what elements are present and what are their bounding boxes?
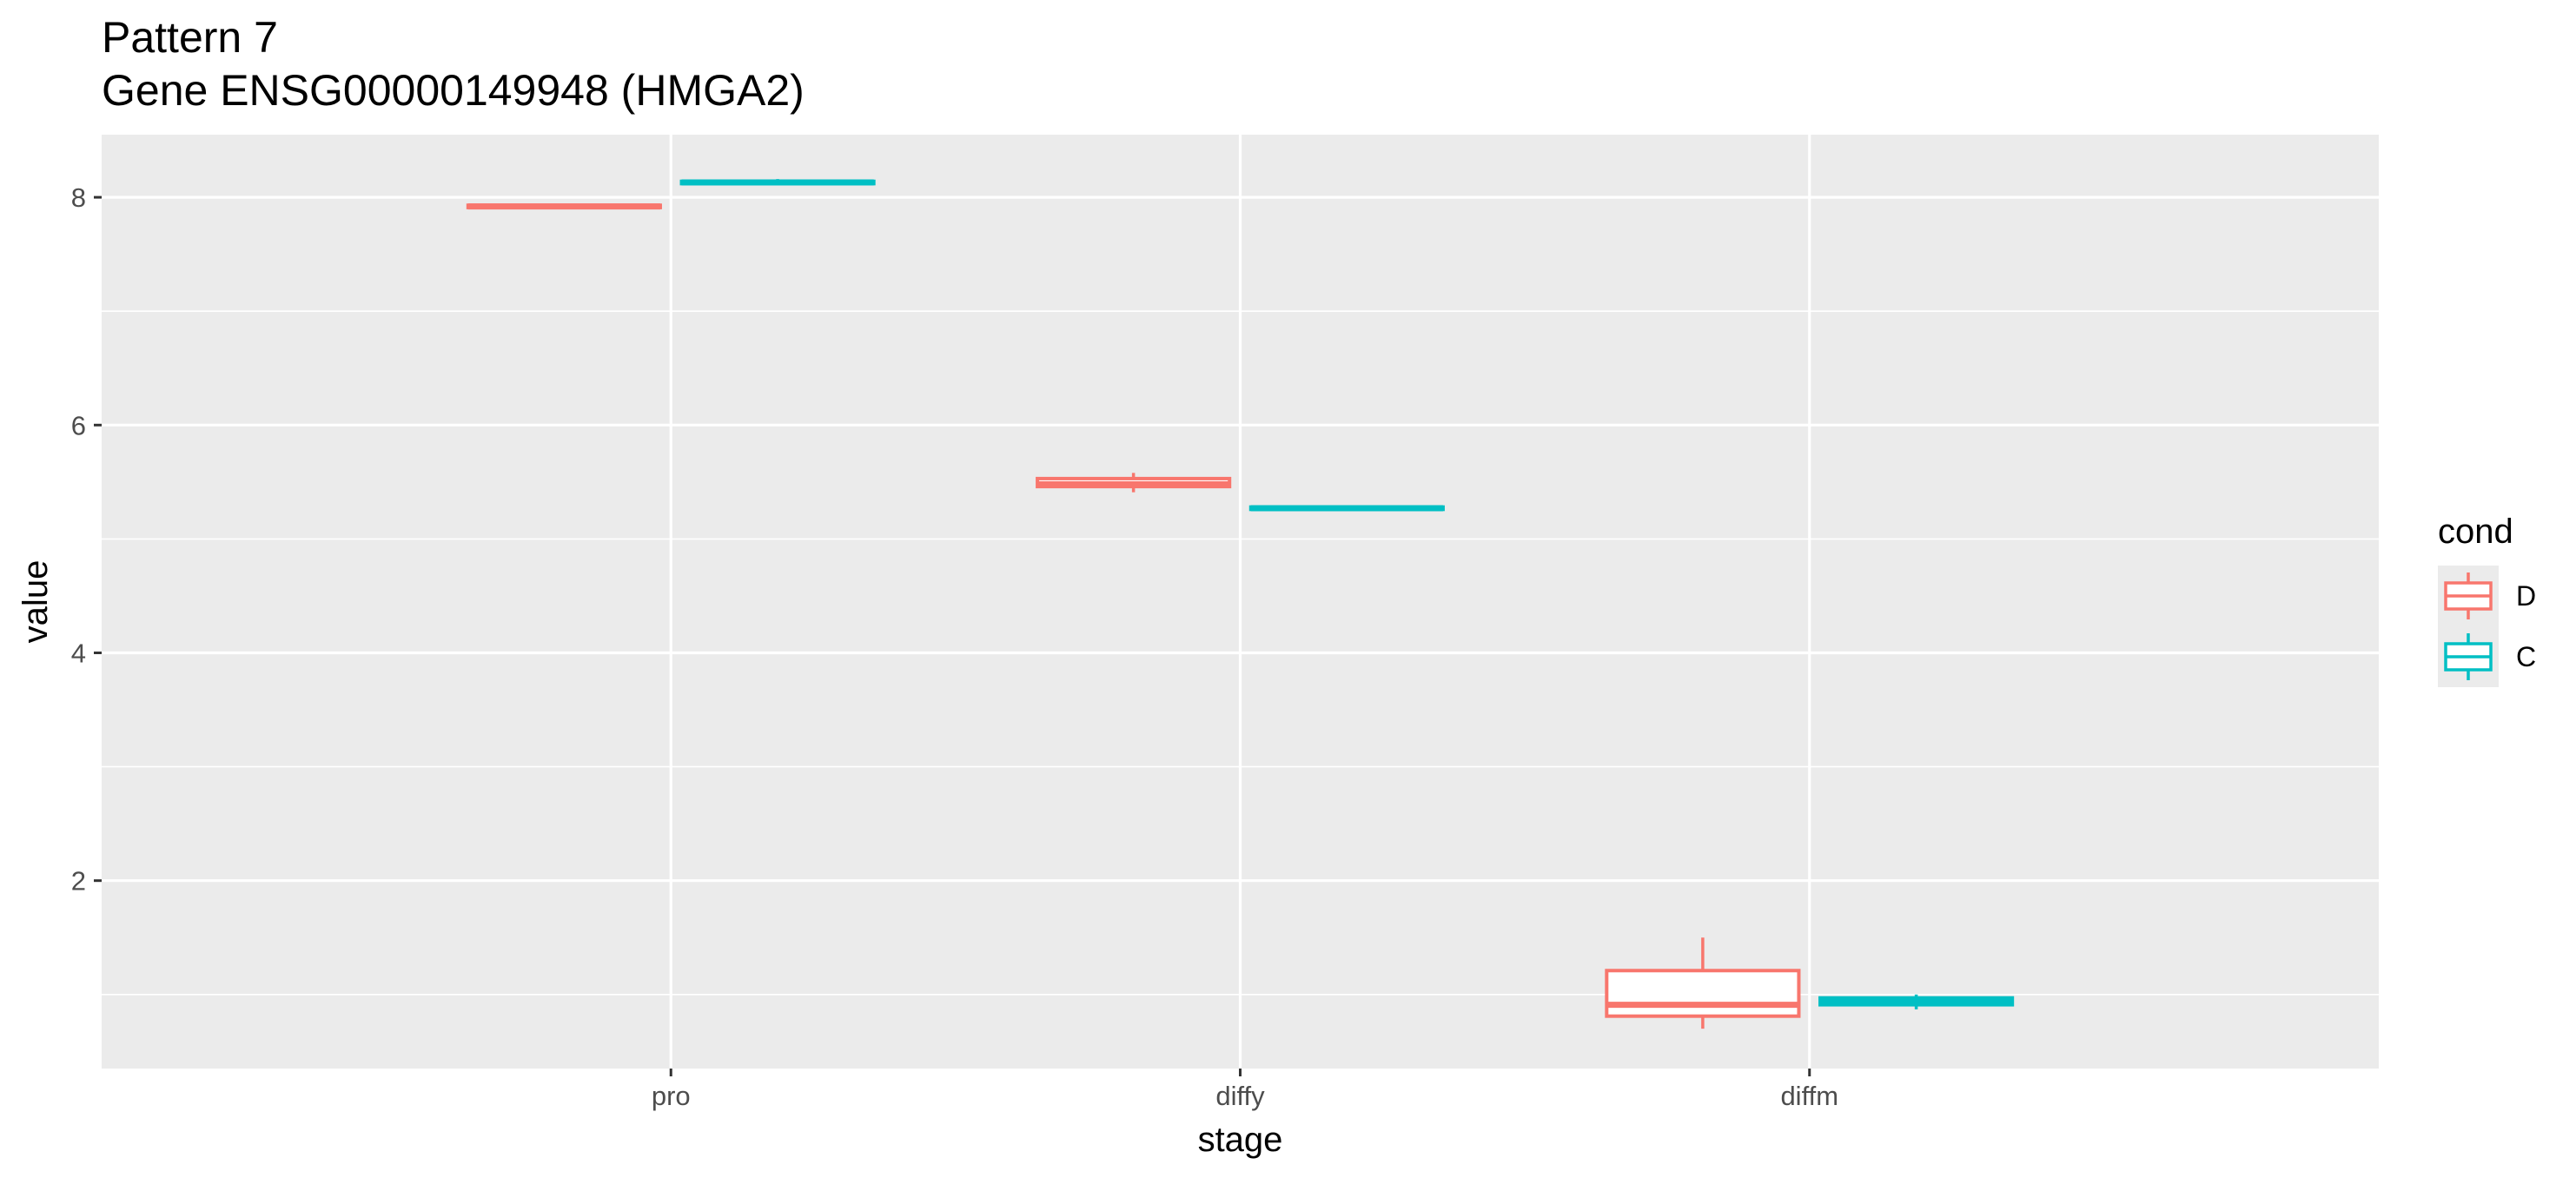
x-tick-label: diffm [1780, 1081, 1838, 1111]
legend: cond DC [2438, 513, 2536, 687]
x-tick-label: diffy [1215, 1081, 1265, 1111]
x-axis: pro diffy diffm [652, 1069, 1838, 1111]
box-body [1605, 969, 1801, 1018]
grid-major [102, 135, 2379, 1069]
x-tick-label: pro [652, 1081, 691, 1111]
box-D-diffm [1605, 937, 1801, 1029]
y-axis: 2 4 6 8 [71, 182, 102, 897]
legend-item-C: C [2438, 626, 2536, 687]
x-axis-title: stage [1198, 1121, 1283, 1159]
y-tick-label: 6 [71, 410, 86, 440]
box-D-diffy [1036, 473, 1232, 493]
boxplot-series [466, 179, 2015, 1029]
legend-label: C [2516, 641, 2536, 672]
box-C-diffm [1818, 994, 2015, 1009]
chart-title: Pattern 7 [102, 13, 278, 62]
box-C-pro [679, 179, 876, 186]
legend-label: D [2516, 580, 2536, 612]
y-tick-label: 2 [71, 866, 86, 897]
y-axis-title: value [17, 560, 55, 644]
legend-title: cond [2438, 513, 2513, 551]
y-tick-label: 8 [71, 182, 86, 213]
chart-subtitle: Gene ENSG00000149948 (HMGA2) [102, 66, 805, 115]
box-D-pro [466, 203, 662, 210]
box-C-diffy [1248, 505, 1445, 512]
legend-item-D: D [2438, 566, 2536, 626]
y-tick-label: 4 [71, 638, 86, 668]
